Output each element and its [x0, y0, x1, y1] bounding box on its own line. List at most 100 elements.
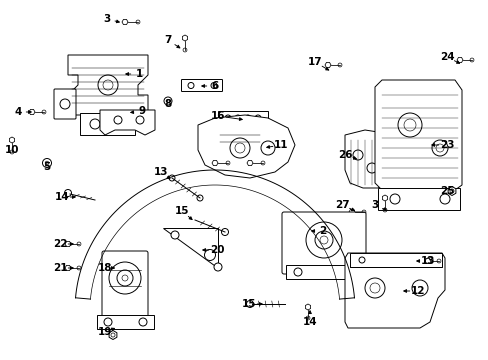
- FancyBboxPatch shape: [282, 212, 365, 274]
- Circle shape: [136, 116, 143, 124]
- Circle shape: [214, 263, 222, 271]
- Text: 27: 27: [334, 200, 348, 210]
- Circle shape: [361, 210, 365, 214]
- Circle shape: [369, 283, 379, 293]
- Text: 26: 26: [337, 150, 351, 160]
- Circle shape: [197, 195, 203, 201]
- Circle shape: [431, 140, 447, 156]
- Circle shape: [64, 189, 71, 197]
- Circle shape: [221, 229, 228, 235]
- Text: 24: 24: [439, 52, 453, 62]
- Circle shape: [389, 194, 399, 204]
- Circle shape: [224, 115, 230, 121]
- Circle shape: [352, 150, 362, 160]
- Circle shape: [305, 222, 341, 258]
- Circle shape: [122, 275, 128, 281]
- Text: 11: 11: [273, 140, 287, 150]
- Circle shape: [436, 259, 440, 263]
- Text: 6: 6: [211, 81, 218, 91]
- Circle shape: [314, 231, 332, 249]
- Text: 22: 22: [53, 239, 67, 249]
- Text: 23: 23: [439, 140, 453, 150]
- Text: 17: 17: [307, 57, 322, 67]
- Text: 8: 8: [164, 99, 171, 109]
- Circle shape: [136, 20, 140, 24]
- Circle shape: [244, 115, 250, 121]
- Bar: [377, 188, 459, 210]
- Text: 25: 25: [439, 186, 453, 196]
- Text: 7: 7: [164, 35, 171, 45]
- Circle shape: [439, 194, 449, 204]
- Circle shape: [42, 158, 51, 167]
- Circle shape: [77, 266, 81, 270]
- Text: 16: 16: [210, 111, 225, 121]
- Text: 15: 15: [241, 299, 256, 309]
- Circle shape: [364, 278, 384, 298]
- Circle shape: [109, 262, 141, 294]
- Polygon shape: [374, 80, 461, 190]
- FancyBboxPatch shape: [54, 89, 76, 119]
- Circle shape: [246, 301, 253, 307]
- Circle shape: [120, 119, 130, 129]
- Circle shape: [337, 63, 341, 67]
- Text: 3: 3: [370, 200, 378, 210]
- Circle shape: [397, 113, 421, 137]
- Circle shape: [235, 143, 244, 153]
- Circle shape: [183, 48, 186, 52]
- Circle shape: [187, 82, 194, 89]
- Text: 3: 3: [103, 14, 110, 24]
- Text: 4: 4: [14, 107, 21, 117]
- Circle shape: [254, 115, 261, 121]
- Bar: [285, 265, 361, 279]
- Circle shape: [235, 115, 241, 121]
- Circle shape: [261, 141, 274, 155]
- Polygon shape: [345, 130, 382, 188]
- Circle shape: [261, 161, 264, 165]
- Circle shape: [305, 316, 309, 320]
- Circle shape: [469, 58, 473, 62]
- Text: 13: 13: [420, 256, 434, 266]
- Text: 12: 12: [410, 286, 425, 296]
- Circle shape: [411, 280, 427, 296]
- Circle shape: [382, 208, 386, 212]
- Polygon shape: [100, 110, 155, 135]
- Text: 2: 2: [319, 226, 326, 236]
- Circle shape: [449, 189, 453, 193]
- Circle shape: [60, 99, 70, 109]
- Circle shape: [366, 163, 376, 173]
- Text: 5: 5: [43, 162, 51, 172]
- Circle shape: [171, 231, 179, 239]
- Polygon shape: [345, 253, 444, 328]
- Circle shape: [114, 116, 122, 124]
- Text: 20: 20: [209, 245, 224, 255]
- Circle shape: [403, 119, 415, 131]
- Text: 10: 10: [5, 145, 19, 155]
- Circle shape: [103, 80, 113, 90]
- Circle shape: [117, 270, 133, 286]
- Text: 18: 18: [98, 263, 112, 273]
- Circle shape: [111, 333, 115, 337]
- Bar: [80, 113, 135, 135]
- Circle shape: [139, 318, 147, 326]
- Circle shape: [77, 242, 81, 246]
- Circle shape: [293, 268, 302, 276]
- Circle shape: [204, 249, 215, 261]
- FancyBboxPatch shape: [181, 80, 222, 91]
- Text: 1: 1: [135, 69, 142, 79]
- Text: 9: 9: [138, 106, 145, 116]
- Circle shape: [98, 75, 118, 95]
- Text: 14: 14: [302, 317, 317, 327]
- Text: 15: 15: [174, 206, 189, 216]
- Circle shape: [229, 138, 249, 158]
- Circle shape: [358, 257, 364, 263]
- Circle shape: [169, 175, 175, 181]
- FancyBboxPatch shape: [102, 251, 148, 323]
- Circle shape: [104, 318, 112, 326]
- Text: 21: 21: [53, 263, 67, 273]
- Circle shape: [42, 110, 46, 114]
- Circle shape: [210, 82, 217, 89]
- Bar: [349, 253, 441, 267]
- Text: 13: 13: [153, 167, 168, 177]
- Text: 19: 19: [98, 327, 112, 337]
- Polygon shape: [68, 55, 148, 115]
